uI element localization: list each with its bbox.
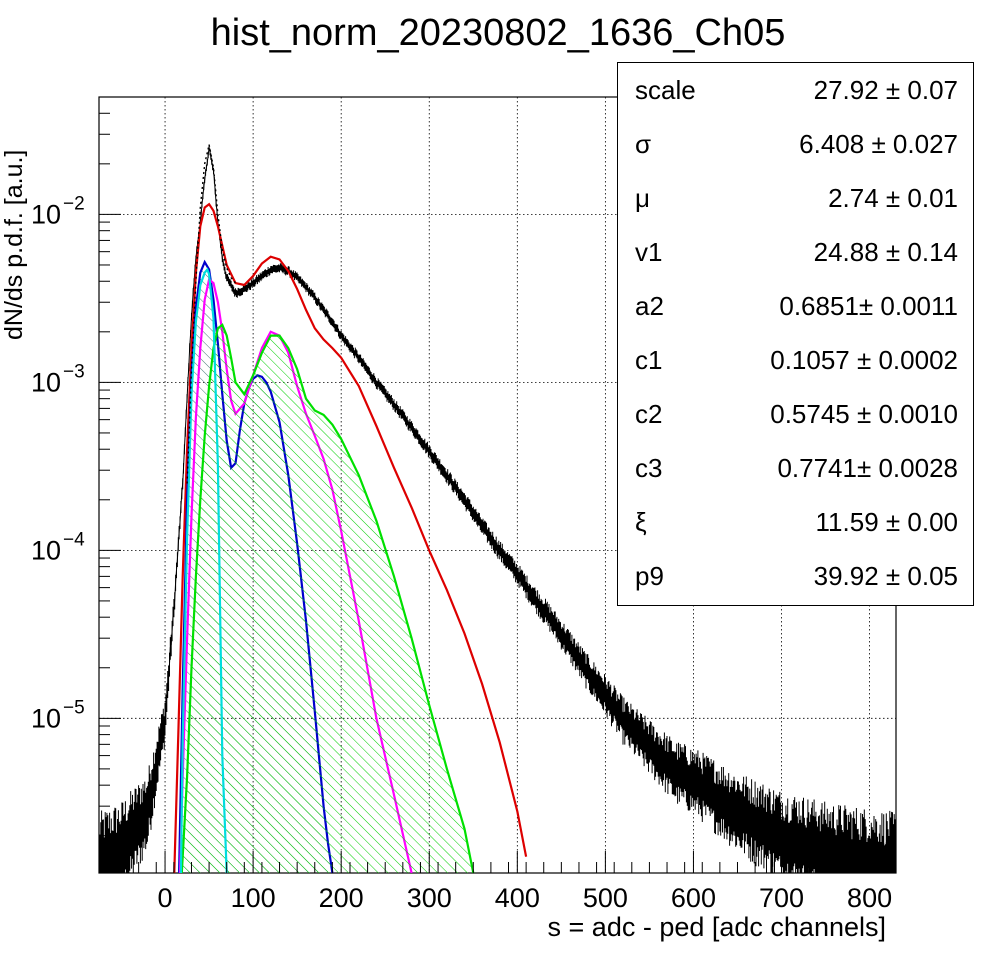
y-tick-exponent: −5 <box>63 697 85 718</box>
fit-stats-box: scale 27.92 ± 0.07 σ 6.408 ± 0.027 μ 2.7… <box>617 62 974 606</box>
stat-name: c2 <box>635 399 663 429</box>
stat-name: σ <box>635 129 652 159</box>
histogram-series <box>99 147 896 873</box>
stat-row-c1: c1 0.1057 ± 0.0002 <box>618 333 975 387</box>
x-tick-label: 500 <box>583 883 628 913</box>
stat-value: 6.408 ± 0.027 <box>799 129 958 159</box>
x-tick-label: 800 <box>847 883 892 913</box>
stat-name: p9 <box>635 561 664 591</box>
y-tick-exponent: −2 <box>63 193 85 214</box>
stat-row-a2: a2 0.6851± 0.0011 <box>618 279 975 333</box>
stat-row-mu: μ 2.74 ± 0.01 <box>618 171 975 225</box>
y-tick-label: 10 <box>31 367 61 397</box>
stat-row-c2: c2 0.5745 ± 0.0010 <box>618 387 975 441</box>
stat-row-sigma: σ 6.408 ± 0.027 <box>618 117 975 171</box>
y-tick-label: 10 <box>31 535 61 565</box>
x-tick-label: 0 <box>158 883 173 913</box>
stat-value: 0.5745 ± 0.0010 <box>770 399 958 429</box>
y-tick-label: 10 <box>31 199 61 229</box>
x-tick-label: 100 <box>231 883 276 913</box>
stat-value: 11.59 ± 0.00 <box>815 507 958 537</box>
stat-name: c1 <box>635 345 663 375</box>
y-tick-label: 10 <box>31 703 61 733</box>
stat-value: 2.74 ± 0.01 <box>828 183 958 213</box>
series-line-5 <box>179 267 228 873</box>
stat-name: v1 <box>635 237 663 267</box>
stat-value: 39.92 ± 0.05 <box>813 561 958 591</box>
stat-row-c3: c3 0.7741± 0.0028 <box>618 441 975 495</box>
series-layer <box>99 144 896 873</box>
stat-row-p9: p9 39.92 ± 0.05 <box>618 549 975 603</box>
stat-name: c3 <box>635 453 663 483</box>
stat-row-scale: scale 27.92 ± 0.07 <box>618 63 975 117</box>
x-tick-label: 400 <box>495 883 540 913</box>
series-line-6 <box>186 144 237 484</box>
x-tick-label: 300 <box>407 883 452 913</box>
chart-title: hist_norm_20230802_1636_Ch05 <box>210 12 786 54</box>
stat-value: 27.92 ± 0.07 <box>813 75 958 105</box>
x-tick-label: 600 <box>671 883 716 913</box>
stat-value: 24.88 ± 0.14 <box>813 237 958 267</box>
x-tick-label: 700 <box>759 883 804 913</box>
stat-value: 0.7741± 0.0028 <box>777 453 958 483</box>
stat-name: scale <box>635 75 696 105</box>
series-fill-4 <box>181 324 474 873</box>
stat-name: ξ <box>635 507 647 537</box>
series-line-1 <box>173 202 528 873</box>
y-tick-exponent: −4 <box>63 529 85 550</box>
stat-row-xi: ξ 11.59 ± 0.00 <box>618 495 975 549</box>
x-tick-label: 200 <box>319 883 364 913</box>
stat-row-v1: v1 24.88 ± 0.14 <box>618 225 975 279</box>
x-axis-label: s = adc - ped [adc channels] <box>547 912 886 942</box>
stat-name: μ <box>635 183 650 213</box>
stat-value: 0.1057 ± 0.0002 <box>770 345 958 375</box>
y-tick-exponent: −3 <box>63 361 85 382</box>
stat-name: a2 <box>635 291 664 321</box>
y-axis-label: dN/ds p.d.f. [a.u.] <box>0 149 28 340</box>
series-line-4 <box>180 323 475 873</box>
stat-value: 0.6851± 0.0011 <box>779 291 958 321</box>
